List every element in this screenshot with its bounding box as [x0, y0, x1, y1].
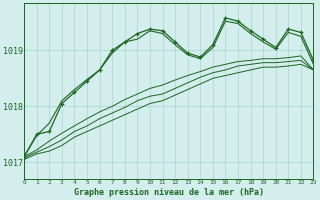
- X-axis label: Graphe pression niveau de la mer (hPa): Graphe pression niveau de la mer (hPa): [74, 188, 264, 197]
